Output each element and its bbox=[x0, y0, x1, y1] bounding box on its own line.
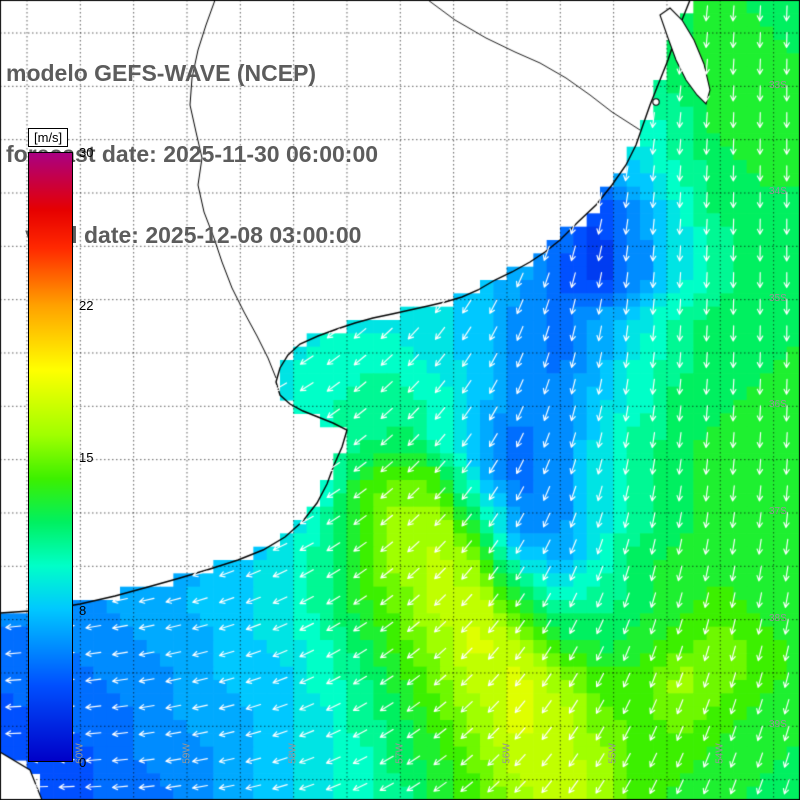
colorbar-tick-22: 22 bbox=[79, 298, 94, 313]
title-block: modelo GEFS-WAVE (NCEP) forecast date: 2… bbox=[6, 6, 378, 303]
colorbar-legend: [m/s] 30 22 15 8 0 bbox=[28, 128, 93, 770]
colorbar-tick-8: 8 bbox=[79, 603, 87, 618]
colorbar-tick-15: 15 bbox=[79, 450, 94, 465]
colorbar-bar-wrap: 30 22 15 8 0 bbox=[28, 145, 93, 770]
colorbar-tick-30: 30 bbox=[79, 145, 94, 160]
colorbar-gradient bbox=[28, 152, 73, 762]
model-title: modelo GEFS-WAVE (NCEP) bbox=[6, 60, 317, 86]
colorbar-tick-0: 0 bbox=[79, 755, 87, 770]
colorbar-units-label: [m/s] bbox=[28, 128, 69, 147]
forecast-date-line: forecast date: 2025-11-30 06:00:00 bbox=[6, 141, 379, 167]
